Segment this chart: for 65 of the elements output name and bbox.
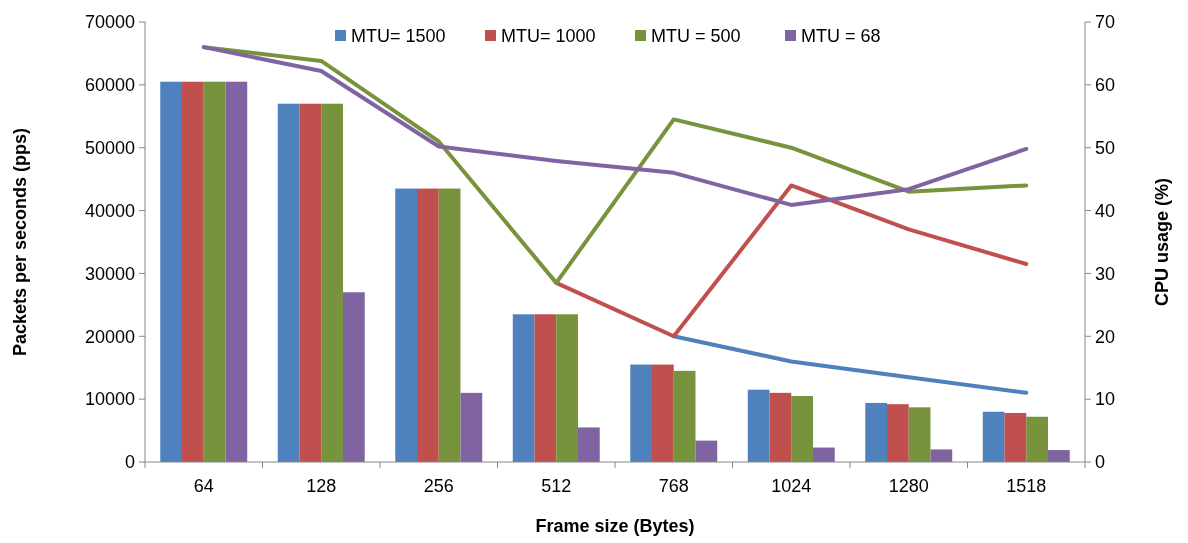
bar	[577, 427, 600, 462]
bar	[812, 447, 835, 462]
y2-tick-label: 40	[1095, 200, 1116, 221]
y2-tick-label: 60	[1095, 75, 1116, 96]
y2-tick-label: 0	[1095, 452, 1106, 473]
bar	[321, 103, 343, 462]
bar	[1047, 450, 1070, 462]
y2-tick-label: 30	[1095, 263, 1116, 284]
bar	[182, 81, 204, 462]
y-tick-label: 70000	[84, 12, 135, 33]
legend-label: MTU= 1500	[351, 26, 446, 47]
bar	[438, 188, 461, 462]
bar	[342, 292, 365, 462]
bar	[982, 411, 1005, 462]
y-tick-label: 10000	[84, 389, 135, 410]
bar	[673, 370, 696, 462]
bar	[460, 392, 483, 462]
y-tick-label: 30000	[84, 263, 135, 284]
bar	[417, 188, 439, 462]
legend-label: MTU= 1000	[501, 26, 596, 47]
bar	[512, 314, 535, 462]
y-axis-title: Packets per seconds (pps)	[10, 127, 30, 357]
x-tick-label: 768	[658, 476, 689, 496]
bar	[225, 81, 248, 462]
x-tick-label: 512	[541, 476, 572, 496]
bar	[747, 389, 770, 462]
bar	[1004, 412, 1027, 462]
y2-tick-label: 70	[1095, 12, 1116, 33]
y-tick-label: 50000	[84, 138, 135, 159]
bar	[203, 81, 226, 462]
x-axis-title: Frame size (Bytes)	[535, 516, 695, 536]
x-tick-label: 1024	[771, 476, 812, 496]
bar	[791, 396, 813, 462]
bar	[534, 314, 557, 462]
line-series	[554, 183, 1029, 339]
bar	[630, 364, 653, 462]
y-tick-label: 20000	[84, 326, 135, 347]
x-tick-label: 64	[193, 476, 214, 496]
legend-label: MTU = 500	[651, 26, 741, 47]
legend-label: MTU = 68	[801, 26, 881, 47]
bar	[865, 402, 888, 462]
y2-axis-title: CPU usage (%)	[1152, 177, 1172, 307]
bar	[695, 440, 718, 462]
bar	[277, 103, 300, 462]
bar	[395, 188, 418, 462]
bar	[652, 364, 674, 462]
line-series	[201, 45, 1029, 207]
x-tick-label: 128	[306, 476, 337, 496]
y2-tick-label: 50	[1095, 138, 1116, 159]
y-tick-label: 0	[124, 452, 135, 473]
x-tick-label: 256	[423, 476, 454, 496]
bar	[769, 392, 792, 462]
bar	[1026, 416, 1048, 462]
bar	[556, 314, 578, 462]
x-tick-label: 1518	[1006, 476, 1047, 496]
bar	[887, 404, 909, 462]
y2-tick-label: 10	[1095, 389, 1116, 410]
bar	[299, 103, 322, 462]
y-tick-label: 40000	[84, 200, 135, 221]
bar	[930, 449, 953, 462]
x-tick-label: 1280	[888, 476, 929, 496]
bar	[908, 407, 931, 462]
y-tick-label: 60000	[84, 75, 135, 96]
y2-tick-label: 20	[1095, 326, 1116, 347]
bar	[160, 81, 183, 462]
